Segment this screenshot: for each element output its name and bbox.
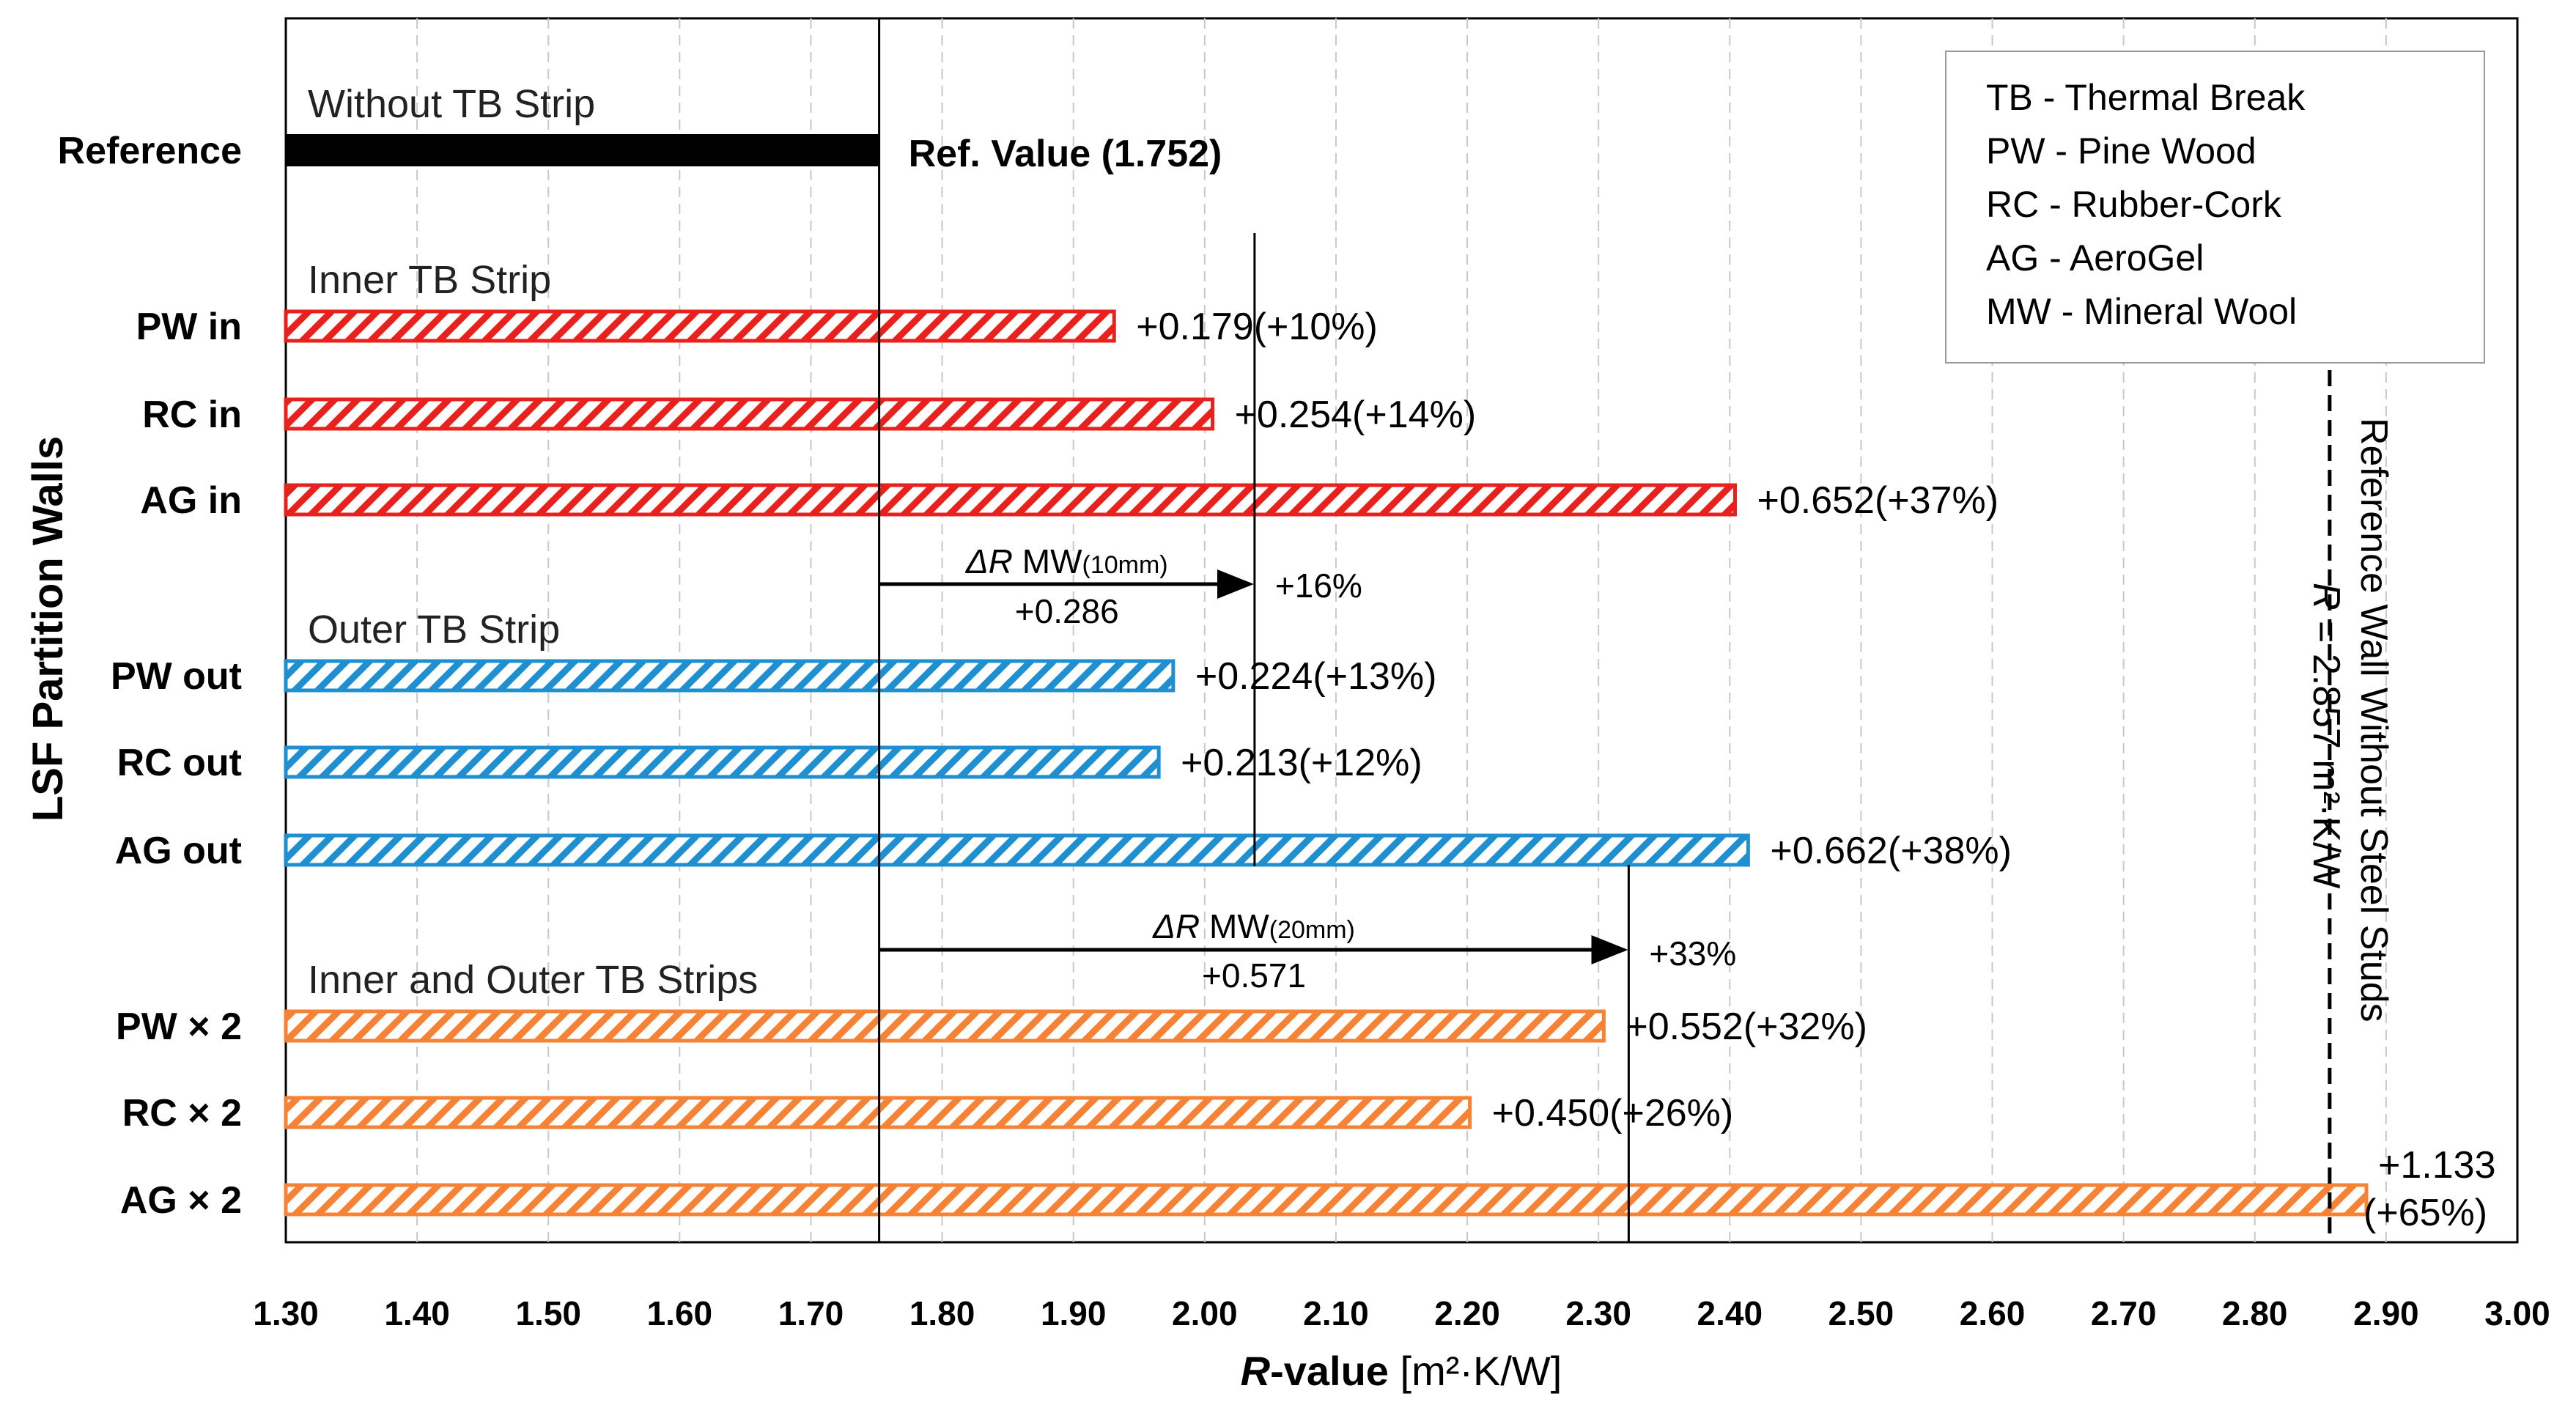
x-axis-title: R-value [m²·K/W] [1241,1348,1562,1394]
category-label: AG × 2 [120,1179,242,1222]
x-tick-label: 1.50 [515,1294,581,1332]
bars: Reference Without TB Strip Ref. Value (1.7… [58,82,2496,1234]
category-label: PW in [136,306,242,348]
delta-r-label: ΔR MW(20mm) [1152,907,1355,945]
legend-entry-ag: AG - AeroGel [1986,237,2204,278]
bar-value-label: +1.133 [2378,1144,2496,1187]
legend: TB - Thermal Break PW - Pine Wood RC - R… [1945,51,2485,364]
x-tick-label: 2.60 [1960,1294,2026,1332]
category-label: AG out [115,830,242,872]
bar [284,1096,1472,1129]
x-tick-label: 1.30 [253,1294,319,1332]
overlay: ΔR MW(10mm) +0.286 +16% ΔR MW(20mm) +0.571 +3… [878,18,2395,1242]
legend-entry-tb: TB - Thermal Break [1986,77,2306,118]
bar-value-label: +0.662(+38%) [1770,830,2012,872]
bar [284,397,1215,431]
category-label: Reference [58,130,242,172]
delta-r-percent: +16% [1275,567,1362,605]
bar [284,745,1161,779]
bar-value-label: +0.224(+13%) [1195,655,1437,698]
delta-r-label: ΔR MW(10mm) [965,542,1168,580]
x-tick-label: 2.50 [1828,1294,1894,1332]
legend-entry-rc: RC - Rubber-Cork [1986,184,2282,225]
bar [284,309,1116,343]
x-tick-label: 2.10 [1303,1294,1369,1332]
bar [284,1009,1606,1043]
bar-value-label: +0.450(+26%) [1492,1092,1734,1135]
x-tick-label: 2.00 [1172,1294,1238,1332]
bar [284,833,1750,867]
x-tick-label: 2.90 [2353,1294,2419,1332]
bar [284,659,1176,693]
x-tick-label: 1.70 [778,1294,844,1332]
x-tick-label: 1.80 [909,1294,975,1332]
x-tick-label: 2.40 [1697,1294,1763,1332]
delta-r-value: +0.571 [1202,956,1306,995]
category-label: PW out [111,655,242,698]
bar-value-label: +0.254(+14%) [1235,394,1477,436]
delta-r-value: +0.286 [1015,592,1119,630]
grid: 1.30 1.40 1.50 1.60 1.70 1.80 1.90 2.00 2.10 2.20… [253,18,2550,1332]
legend-entry-mw: MW - Mineral Wool [1986,291,2297,332]
group-title: Inner and Outer TB Strips [308,958,758,1002]
x-tick-label: 1.90 [1041,1294,1107,1332]
bar-value-label: +0.213(+12%) [1181,742,1422,784]
bar-value-label: +0.179(+10%) [1136,306,1378,348]
category-label: RC × 2 [122,1092,242,1135]
bar-value-label: +0.652(+37%) [1757,479,1999,522]
legend-box [1945,51,2485,364]
delta-r-percent: +33% [1649,934,1736,973]
x-tick-label: 2.80 [2222,1294,2288,1332]
y-axis-title: LSF Partition Walls [24,436,72,822]
x-tick-label: 2.70 [2091,1294,2157,1332]
x-tick-label: 1.40 [384,1294,450,1332]
group-title: Outer TB Strip [308,608,560,652]
x-tick-label: 2.30 [1565,1294,1631,1332]
legend-entry-pw: PW - Pine Wood [1986,130,2256,171]
category-label: RC in [142,394,242,436]
reference-wall-r-label: R = 2.857 m²·K/W [2305,583,2347,889]
reference-wall-label: Reference Wall Without Steel Studs [2352,418,2395,1022]
bar-value-label: (+65%) [2363,1192,2487,1234]
x-tick-label: 2.20 [1434,1294,1500,1332]
category-label: PW × 2 [116,1006,242,1048]
x-tick-label: 1.60 [647,1294,713,1332]
bar [284,1183,2369,1217]
bar-reference [286,134,879,166]
bar-value-label: +0.552(+32%) [1625,1006,1867,1048]
bar [284,483,1737,517]
group-title: Inner TB Strip [308,258,551,302]
group-title-reference: Without TB Strip [308,82,595,126]
reference-value-label: Ref. Value (1.752) [909,133,1222,175]
category-label: RC out [117,742,242,784]
x-tick-label: 3.00 [2484,1294,2550,1332]
category-label: AG in [140,479,242,522]
